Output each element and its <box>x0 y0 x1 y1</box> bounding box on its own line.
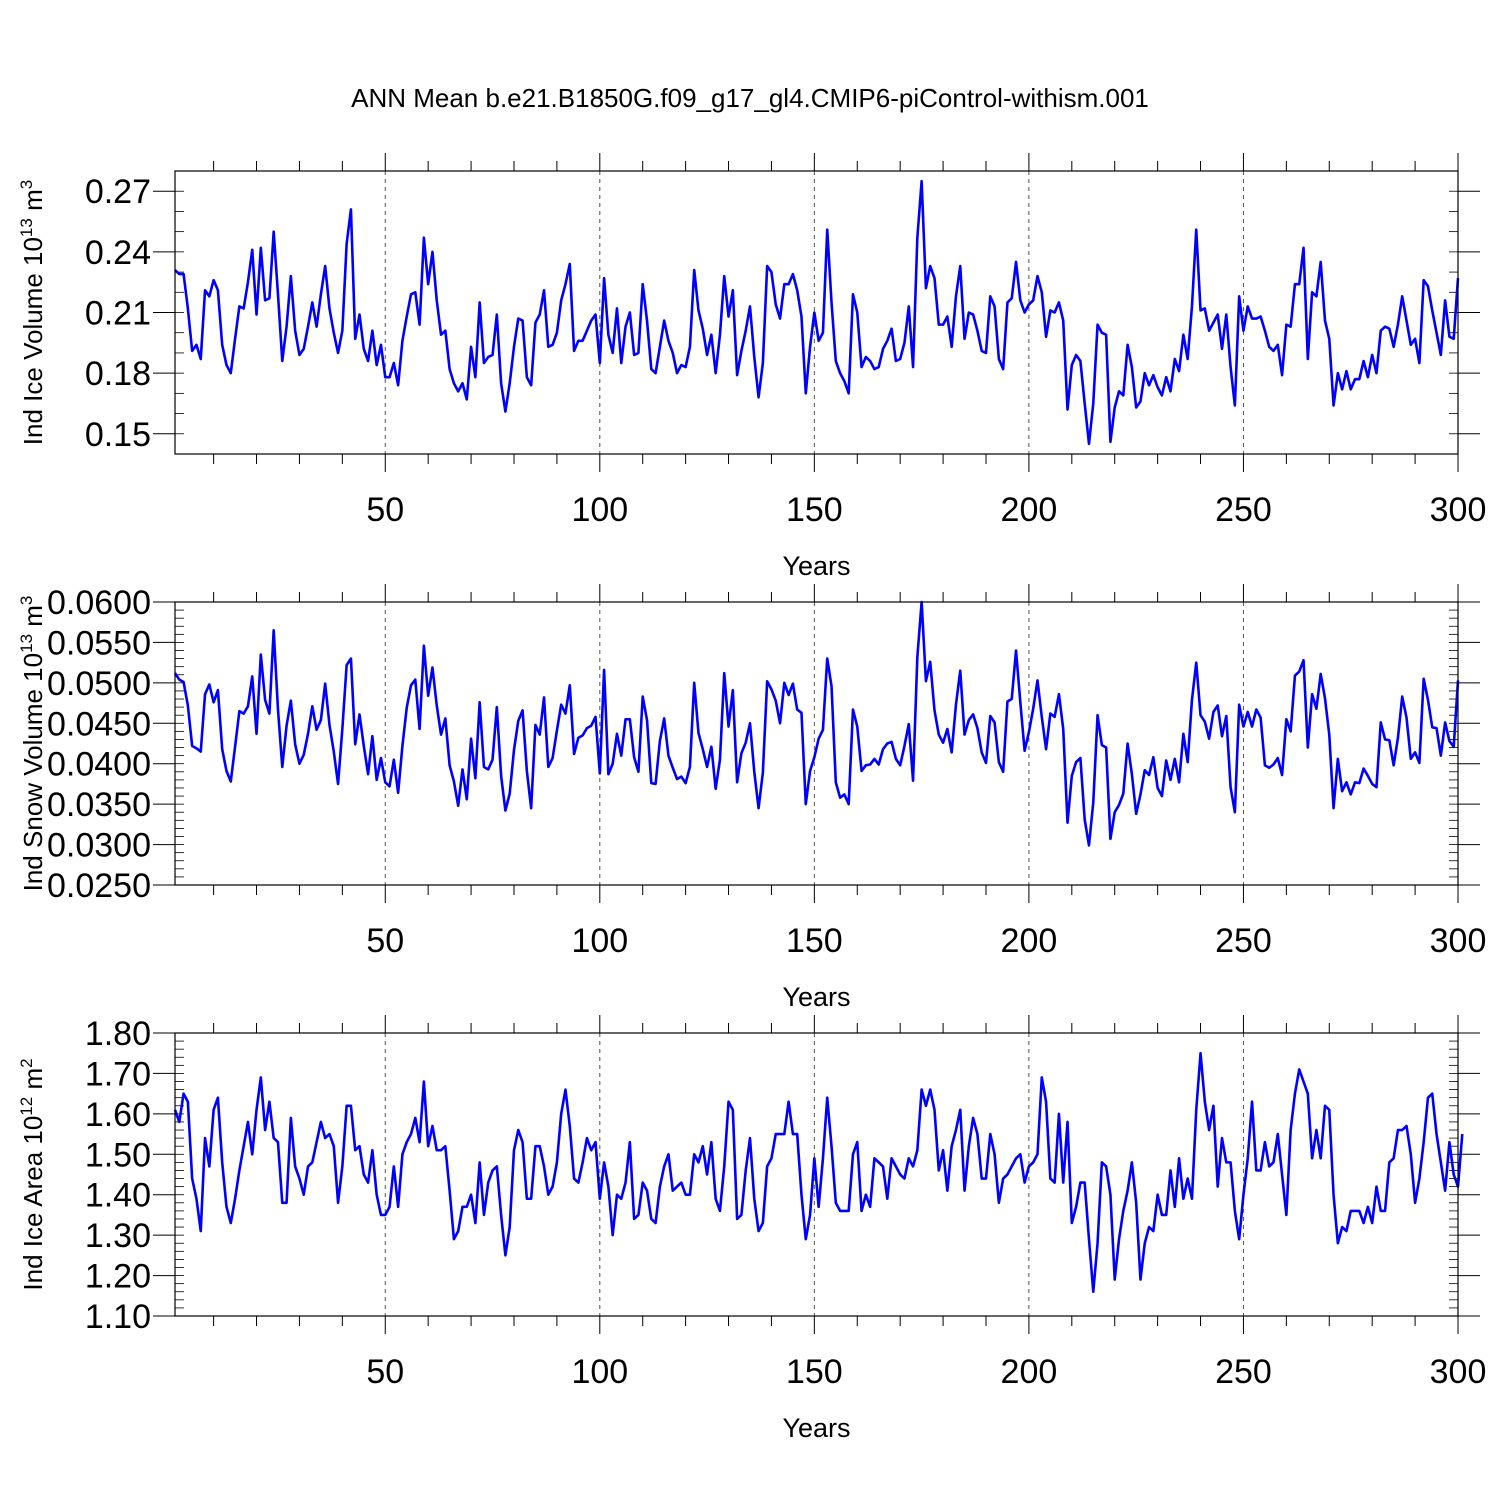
series-line <box>173 600 1460 847</box>
y-tick-label: 1.60 <box>85 1096 151 1134</box>
y-tick-label: 1.40 <box>85 1177 151 1215</box>
y-axis-label-unit: m <box>18 1068 48 1097</box>
y-tick-label: 1.30 <box>85 1217 151 1255</box>
y-tick-label: 0.0300 <box>47 827 151 865</box>
y-tick-label: 0.24 <box>85 234 151 272</box>
chart-panel-2: 0.02500.03000.03500.04000.04500.05000.05… <box>17 584 1486 1012</box>
y-axis-label-unit-exp: 3 <box>17 596 36 605</box>
y-tick-label: 1.80 <box>85 1015 151 1053</box>
x-tick-label: 150 <box>786 1353 843 1391</box>
x-tick-label: 100 <box>571 491 628 529</box>
chart-panel-3: 1.101.201.301.401.501.601.701.80 50 100 150… <box>17 1015 1486 1443</box>
x-tick-label: 300 <box>1430 1353 1487 1391</box>
plot-frame <box>174 601 1459 886</box>
x-tick-label: 150 <box>786 922 843 960</box>
x-tick-label: 100 <box>571 1353 628 1391</box>
y-axis-label-exp: 13 <box>17 218 36 237</box>
y-tick-label: 1.10 <box>85 1298 151 1336</box>
x-tick-label: 300 <box>1430 491 1487 529</box>
x-tick-label: 200 <box>1001 491 1058 529</box>
series-line <box>174 179 1460 446</box>
y-tick-label: 0.15 <box>85 416 151 454</box>
y-tick-label: 0.0450 <box>47 705 151 743</box>
y-axis-label-base: Ind Ice Area 10 <box>18 1116 48 1291</box>
x-tick-label: 100 <box>571 922 628 960</box>
series-line <box>173 1051 1464 1294</box>
y-axis-label-exp: 12 <box>17 1097 36 1116</box>
x-axis-label: Years <box>782 551 850 581</box>
y-tick-label: 0.0400 <box>47 746 151 784</box>
y-axis-label-unit: m <box>18 189 48 218</box>
y-tick-label: 1.20 <box>85 1258 151 1296</box>
x-tick-label: 200 <box>1001 1353 1058 1391</box>
x-tick-label: 200 <box>1001 922 1058 960</box>
y-tick-label: 0.0550 <box>47 624 151 662</box>
y-axis-label-unit-exp: 2 <box>17 1058 36 1067</box>
y-axis-label-base: Ind Snow Volume 10 <box>18 653 48 892</box>
y-axis-label-exp: 13 <box>17 634 36 653</box>
y-axis-label-unit-exp: 3 <box>17 180 36 189</box>
y-tick-label: 0.0350 <box>47 786 151 824</box>
x-tick-label: 50 <box>366 1353 404 1391</box>
y-tick-label: 1.50 <box>85 1136 151 1174</box>
y-axis-label-base: Ind Ice Volume 10 <box>18 237 48 445</box>
y-tick-label: 0.0250 <box>47 867 151 905</box>
plot-frame <box>174 1032 1459 1317</box>
x-tick-label: 50 <box>366 491 404 529</box>
x-tick-label: 250 <box>1215 1353 1272 1391</box>
chart-panel-1: 0.15 0.18 0.21 0.24 0.27 50 100 150 200 250 300 Yea… <box>17 153 1486 581</box>
x-tick-label: 150 <box>786 491 843 529</box>
figure-title: ANN Mean b.e21.B1850G.f09_g17_gl4.CMIP6-… <box>351 83 1149 113</box>
y-tick-label: 0.0500 <box>47 665 151 703</box>
y-tick-label: 0.27 <box>85 173 151 211</box>
y-axis-label-unit: m <box>18 605 48 634</box>
x-tick-label: 300 <box>1430 922 1487 960</box>
y-axis-label: Ind Ice Area 1012 m2 <box>17 1058 48 1290</box>
y-tick-label: 0.21 <box>85 295 151 333</box>
x-axis-label: Years <box>782 982 850 1012</box>
plot-frame <box>174 170 1459 455</box>
x-tick-label: 50 <box>366 922 404 960</box>
y-tick-label: 0.18 <box>85 355 151 393</box>
x-axis-label: Years <box>782 1413 850 1443</box>
x-tick-label: 250 <box>1215 922 1272 960</box>
y-tick-label: 1.70 <box>85 1055 151 1093</box>
y-tick-label: 0.0600 <box>47 584 151 622</box>
y-axis-label: Ind Snow Volume 1013 m3 <box>17 596 48 892</box>
x-tick-label: 250 <box>1215 491 1272 529</box>
y-axis-label: Ind Ice Volume 1013 m3 <box>17 180 48 445</box>
